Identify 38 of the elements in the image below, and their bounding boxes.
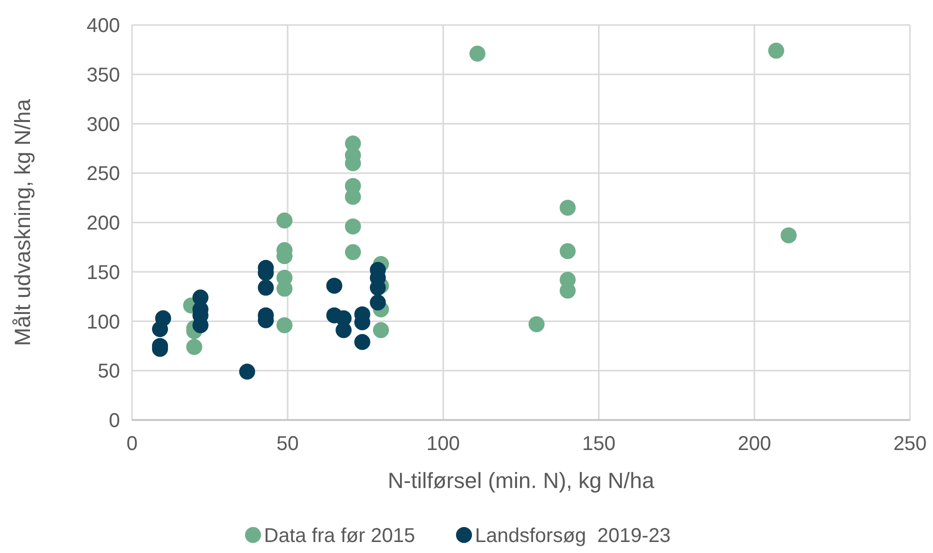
y-tick-label: 400 — [86, 15, 120, 37]
point — [258, 280, 274, 296]
point — [326, 278, 342, 294]
y-tick-label: 100 — [86, 311, 120, 334]
point — [344, 244, 361, 260]
x-tick-label: 50 — [276, 433, 299, 455]
point — [528, 316, 545, 332]
point — [276, 317, 292, 334]
x-tick-label: 200 — [738, 433, 772, 455]
point — [560, 200, 576, 216]
y-tick-label: 300 — [86, 114, 120, 136]
point — [354, 334, 370, 350]
point — [239, 364, 256, 380]
y-tick-label: 200 — [86, 212, 120, 234]
x-axis-title: N-tilførsel (min. N), kg N/ha — [388, 468, 655, 493]
point — [780, 227, 797, 244]
y-tick-label: 250 — [86, 163, 120, 186]
y-axis-title: Målt udvaskning, kg N/ha — [10, 98, 35, 346]
point — [469, 46, 486, 62]
legend-label: Data fra før 2015 — [264, 525, 416, 547]
point — [155, 310, 172, 326]
point — [768, 42, 784, 59]
point — [336, 322, 352, 338]
point — [344, 218, 361, 234]
y-tick-label: 150 — [86, 262, 120, 284]
x-tick-label: 250 — [893, 433, 927, 455]
y-tick-label: 50 — [98, 360, 120, 383]
legend-label: Landsforsøg 2019-23 — [475, 525, 671, 547]
point — [186, 338, 202, 355]
y-tick-label: 0 — [108, 410, 120, 432]
y-tick-label: 350 — [86, 64, 120, 86]
x-tick-label: 100 — [426, 433, 460, 455]
point — [370, 294, 386, 310]
point — [276, 212, 292, 229]
point — [560, 243, 576, 260]
point — [372, 322, 389, 338]
x-tick-label: 150 — [582, 433, 616, 455]
x-tick-label: 0 — [126, 433, 138, 455]
